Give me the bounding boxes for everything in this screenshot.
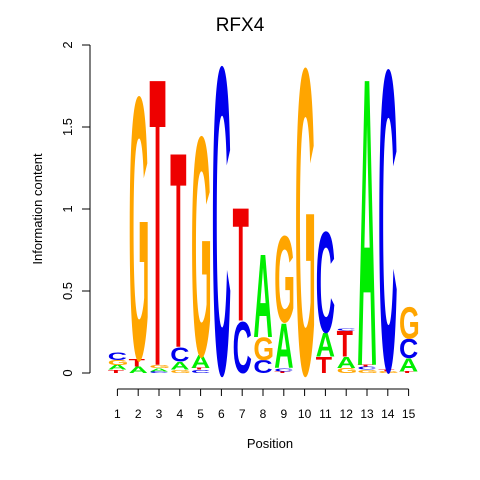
- logo-letter-C: C: [399, 333, 418, 364]
- x-tick-label: 10: [298, 407, 312, 421]
- y-tick-label: 2: [60, 41, 75, 48]
- x-tick-label: 5: [197, 407, 204, 421]
- logo-letter-G: G: [170, 369, 191, 374]
- logo-letter-C: C: [316, 201, 335, 362]
- y-axis: 0 0.5 1 1.5 2: [60, 41, 91, 377]
- x-tick-label: 4: [176, 407, 183, 421]
- x-tick-label: 3: [156, 407, 163, 421]
- logo-letter-G: G: [149, 364, 170, 369]
- logo-letter-A: A: [399, 355, 418, 376]
- logo-letter-T: T: [337, 323, 354, 364]
- x-tick-label: 11: [319, 407, 332, 421]
- x-tick-label: 2: [135, 407, 142, 421]
- logo-letter-T: T: [274, 371, 291, 374]
- logo-letter-G: G: [274, 210, 295, 348]
- x-tick-label: 12: [340, 407, 354, 421]
- logo-letter-T: T: [149, 0, 165, 452]
- logo-letter-T: T: [170, 95, 186, 408]
- x-tick-label: 13: [360, 407, 374, 421]
- logo-letter-C: C: [191, 369, 211, 374]
- x-tick-label: 9: [280, 407, 287, 421]
- logo-letter-C: C: [170, 343, 189, 366]
- logo-letter-C: C: [253, 356, 272, 377]
- logo-letter-A: A: [149, 368, 169, 373]
- logo-letter-G: G: [295, 0, 316, 466]
- x-tick-label: 7: [239, 407, 246, 421]
- logo-letter-G: G: [399, 297, 420, 348]
- y-tick-label: 1.5: [60, 118, 75, 136]
- logo-letter-C: C: [378, 0, 397, 461]
- logo-letter-G: G: [129, 20, 150, 439]
- x-tick-label: 8: [260, 407, 267, 421]
- logo-letter-C: C: [357, 366, 377, 371]
- logo-letter-A: A: [129, 365, 148, 375]
- x-tick-label: 14: [381, 407, 395, 421]
- logo-letter-A: A: [316, 325, 335, 364]
- logo-letter-G: G: [357, 369, 378, 374]
- logo-letter-A: A: [274, 312, 293, 383]
- logo-letter-G: G: [253, 332, 274, 368]
- logo-letter-G: G: [191, 72, 212, 423]
- logo-letter-T: T: [357, 365, 374, 368]
- logo-letter-G: G: [108, 359, 129, 367]
- logo-letter-C: C: [108, 350, 127, 363]
- logo-letter-T: T: [191, 368, 208, 371]
- logo-letter-T: T: [108, 369, 125, 374]
- logo-letter-A: A: [253, 231, 272, 363]
- logo-letter-C: C: [337, 328, 357, 331]
- logo-letter-C: C: [274, 368, 294, 373]
- logo-letter-A: A: [108, 364, 127, 372]
- logo-letter-A: A: [357, 0, 376, 452]
- x-axis-label: Position: [247, 436, 293, 451]
- logo-letter-T: T: [378, 369, 395, 372]
- logo-letter-G: G: [378, 371, 399, 374]
- chart-title: RFX4: [216, 15, 265, 36]
- logo-letter-A: A: [170, 360, 189, 373]
- logo-letter-T: T: [129, 356, 146, 369]
- logo-letter-C: C: [233, 307, 252, 389]
- logo-letter-A: A: [337, 354, 356, 372]
- y-tick-label: 0.5: [60, 282, 75, 300]
- y-tick-label: 1: [60, 205, 75, 212]
- x-tick-label: 15: [402, 407, 416, 421]
- logo-letter-T: T: [399, 371, 416, 374]
- x-axis: 1 2 3 4 5 6 7 8 9 10 11 12 13 14 15: [114, 388, 416, 421]
- logo-letter-A: A: [191, 351, 210, 372]
- logo-letter-T: T: [233, 174, 249, 355]
- logo-letter-G: G: [337, 367, 358, 375]
- logo-letter-T: T: [316, 354, 332, 379]
- x-tick-label: 6: [218, 407, 225, 421]
- logo-letter-C: C: [149, 371, 169, 374]
- y-tick-label: 0: [60, 369, 75, 376]
- y-axis-label: Information content: [30, 153, 45, 265]
- logo-letter-C: C: [212, 0, 231, 468]
- x-tick-label: 1: [114, 407, 121, 421]
